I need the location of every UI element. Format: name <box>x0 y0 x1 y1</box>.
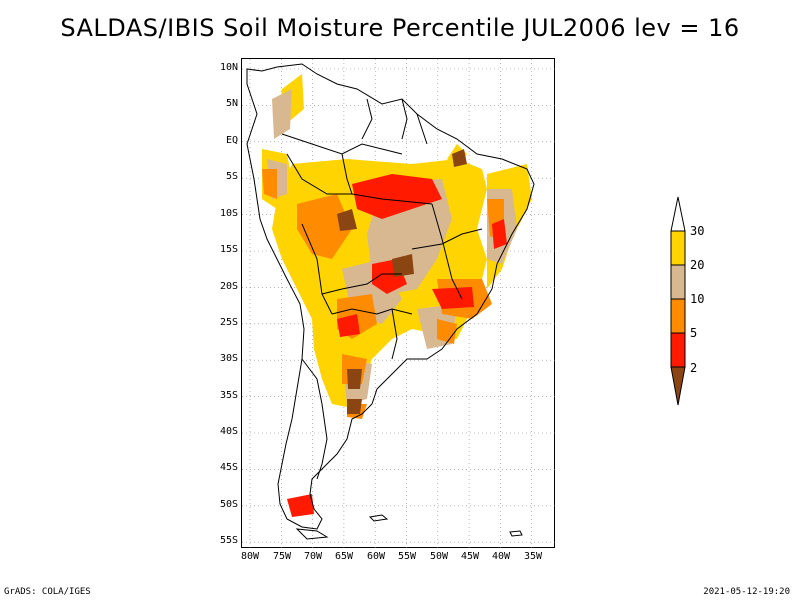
lat-label: 5N <box>225 98 238 109</box>
lon-label: 50W <box>429 551 449 562</box>
coastline-and-borders <box>246 63 535 540</box>
lon-label: 35W <box>523 551 543 562</box>
lon-label: 55W <box>397 551 417 562</box>
map-title: SALDAS/IBIS Soil Moisture Percentile JUL… <box>60 14 740 42</box>
lon-label: 45W <box>460 551 480 562</box>
legend-20-30 <box>670 230 686 266</box>
lon-label: 40W <box>491 551 511 562</box>
legend-above-30 <box>670 196 686 232</box>
map-plot-area <box>241 58 556 549</box>
footer-credit: GrADS: COLA/IGES <box>4 587 91 597</box>
legend-10-20 <box>670 264 686 300</box>
lat-label: 5S <box>225 171 238 182</box>
legend-2-5 <box>670 332 686 368</box>
lat-label: 35S <box>219 390 238 401</box>
legend-label: 30 <box>690 224 705 238</box>
lat-label: 10N <box>219 62 238 73</box>
legend-below-2 <box>670 366 686 406</box>
lon-label: 75W <box>272 551 292 562</box>
lat-label: 30S <box>219 353 238 364</box>
lon-label: 80W <box>240 551 260 562</box>
lon-label: 60W <box>366 551 386 562</box>
legend-label: 10 <box>690 292 705 306</box>
south-america-map <box>242 59 556 549</box>
lat-label: 40S <box>219 426 238 437</box>
soil-moisture-field <box>262 74 532 517</box>
legend-5-10 <box>670 298 686 334</box>
lon-label: 70W <box>303 551 323 562</box>
lat-label: 20S <box>219 281 238 292</box>
lat-label: 45S <box>219 462 238 473</box>
footer-timestamp: 2021-05-12-19:20 <box>703 587 790 597</box>
lat-label: EQ <box>225 135 238 146</box>
lat-label: 55S <box>219 535 238 546</box>
legend-label: 20 <box>690 258 705 272</box>
legend-label: 2 <box>690 361 698 375</box>
color-legend <box>670 196 686 406</box>
lat-label: 15S <box>219 244 238 255</box>
lat-label: 25S <box>219 317 238 328</box>
lat-label: 50S <box>219 499 238 510</box>
lat-label: 10S <box>219 208 238 219</box>
lon-label: 65W <box>334 551 354 562</box>
legend-label: 5 <box>690 326 698 340</box>
